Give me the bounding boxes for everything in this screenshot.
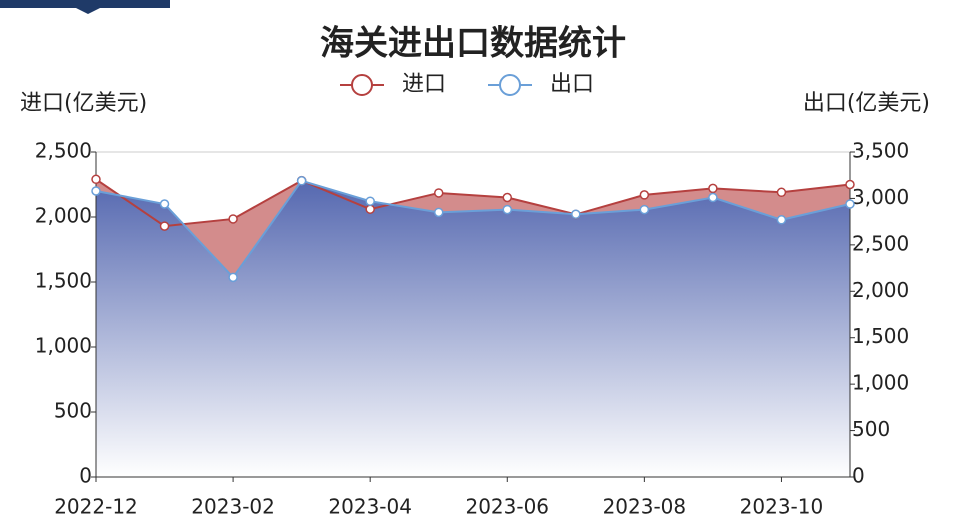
- y2-tick-label: 2,000: [852, 278, 909, 302]
- y-tick-label: 2,000: [35, 204, 92, 228]
- data-point: [776, 215, 787, 225]
- data-point: [365, 204, 375, 214]
- y-tick-label: 2,500: [35, 139, 92, 163]
- data-point: [228, 214, 238, 224]
- data-point: [571, 209, 581, 219]
- data-point: [91, 174, 101, 185]
- data-point: [708, 192, 718, 203]
- data-point: [776, 187, 787, 198]
- series-area: [96, 180, 850, 478]
- data-point: [845, 179, 855, 190]
- series-line: [95, 178, 851, 228]
- legend-label: 进口: [402, 72, 446, 97]
- series-line: [95, 179, 851, 279]
- y2-tick-label: 3,000: [852, 185, 909, 209]
- data-point: [365, 196, 375, 206]
- y2-tick-label: 1,000: [852, 371, 909, 395]
- data-point: [159, 199, 170, 209]
- y2-tick-label: 1,500: [852, 324, 909, 348]
- y-tick-label: 1,500: [35, 269, 92, 293]
- x-tick-label: 2022-12: [54, 495, 138, 519]
- data-point: [433, 188, 444, 198]
- x-tick-label: 2023-02: [191, 495, 275, 519]
- data-point: [433, 207, 444, 218]
- x-tick-label: 2023-10: [740, 495, 824, 519]
- y-axis-label: 进口(亿美元): [20, 91, 147, 116]
- chart-title: 海关进出口数据统计: [320, 24, 626, 64]
- data-point: [708, 183, 718, 194]
- data-point: [639, 190, 650, 200]
- y-tick-label: 0: [79, 464, 92, 488]
- x-tick-label: 2023-08: [603, 495, 687, 519]
- y2-tick-label: 2,500: [852, 231, 909, 255]
- legend-marker: [499, 74, 521, 96]
- data-point: [639, 204, 650, 215]
- data-point: [845, 199, 855, 209]
- x-tick-label: 2023-04: [328, 495, 412, 519]
- y2-tick-label: 3,500: [852, 139, 909, 163]
- y-tick-label: 500: [54, 399, 92, 423]
- data-point: [228, 272, 238, 283]
- header-tab: [0, 0, 170, 14]
- y2-tick-label: 500: [852, 417, 890, 441]
- x-tick-label: 2023-06: [465, 495, 549, 519]
- y2-axis-label: 出口(亿美元): [803, 91, 930, 116]
- y-tick-label: 1,000: [35, 334, 92, 358]
- data-point: [159, 221, 170, 231]
- data-point: [502, 192, 513, 203]
- legend-marker: [351, 74, 373, 96]
- legend-label: 出口: [550, 72, 594, 97]
- data-point: [296, 176, 307, 186]
- data-point: [91, 186, 101, 196]
- y2-tick-label: 0: [852, 464, 865, 488]
- data-point: [502, 204, 513, 215]
